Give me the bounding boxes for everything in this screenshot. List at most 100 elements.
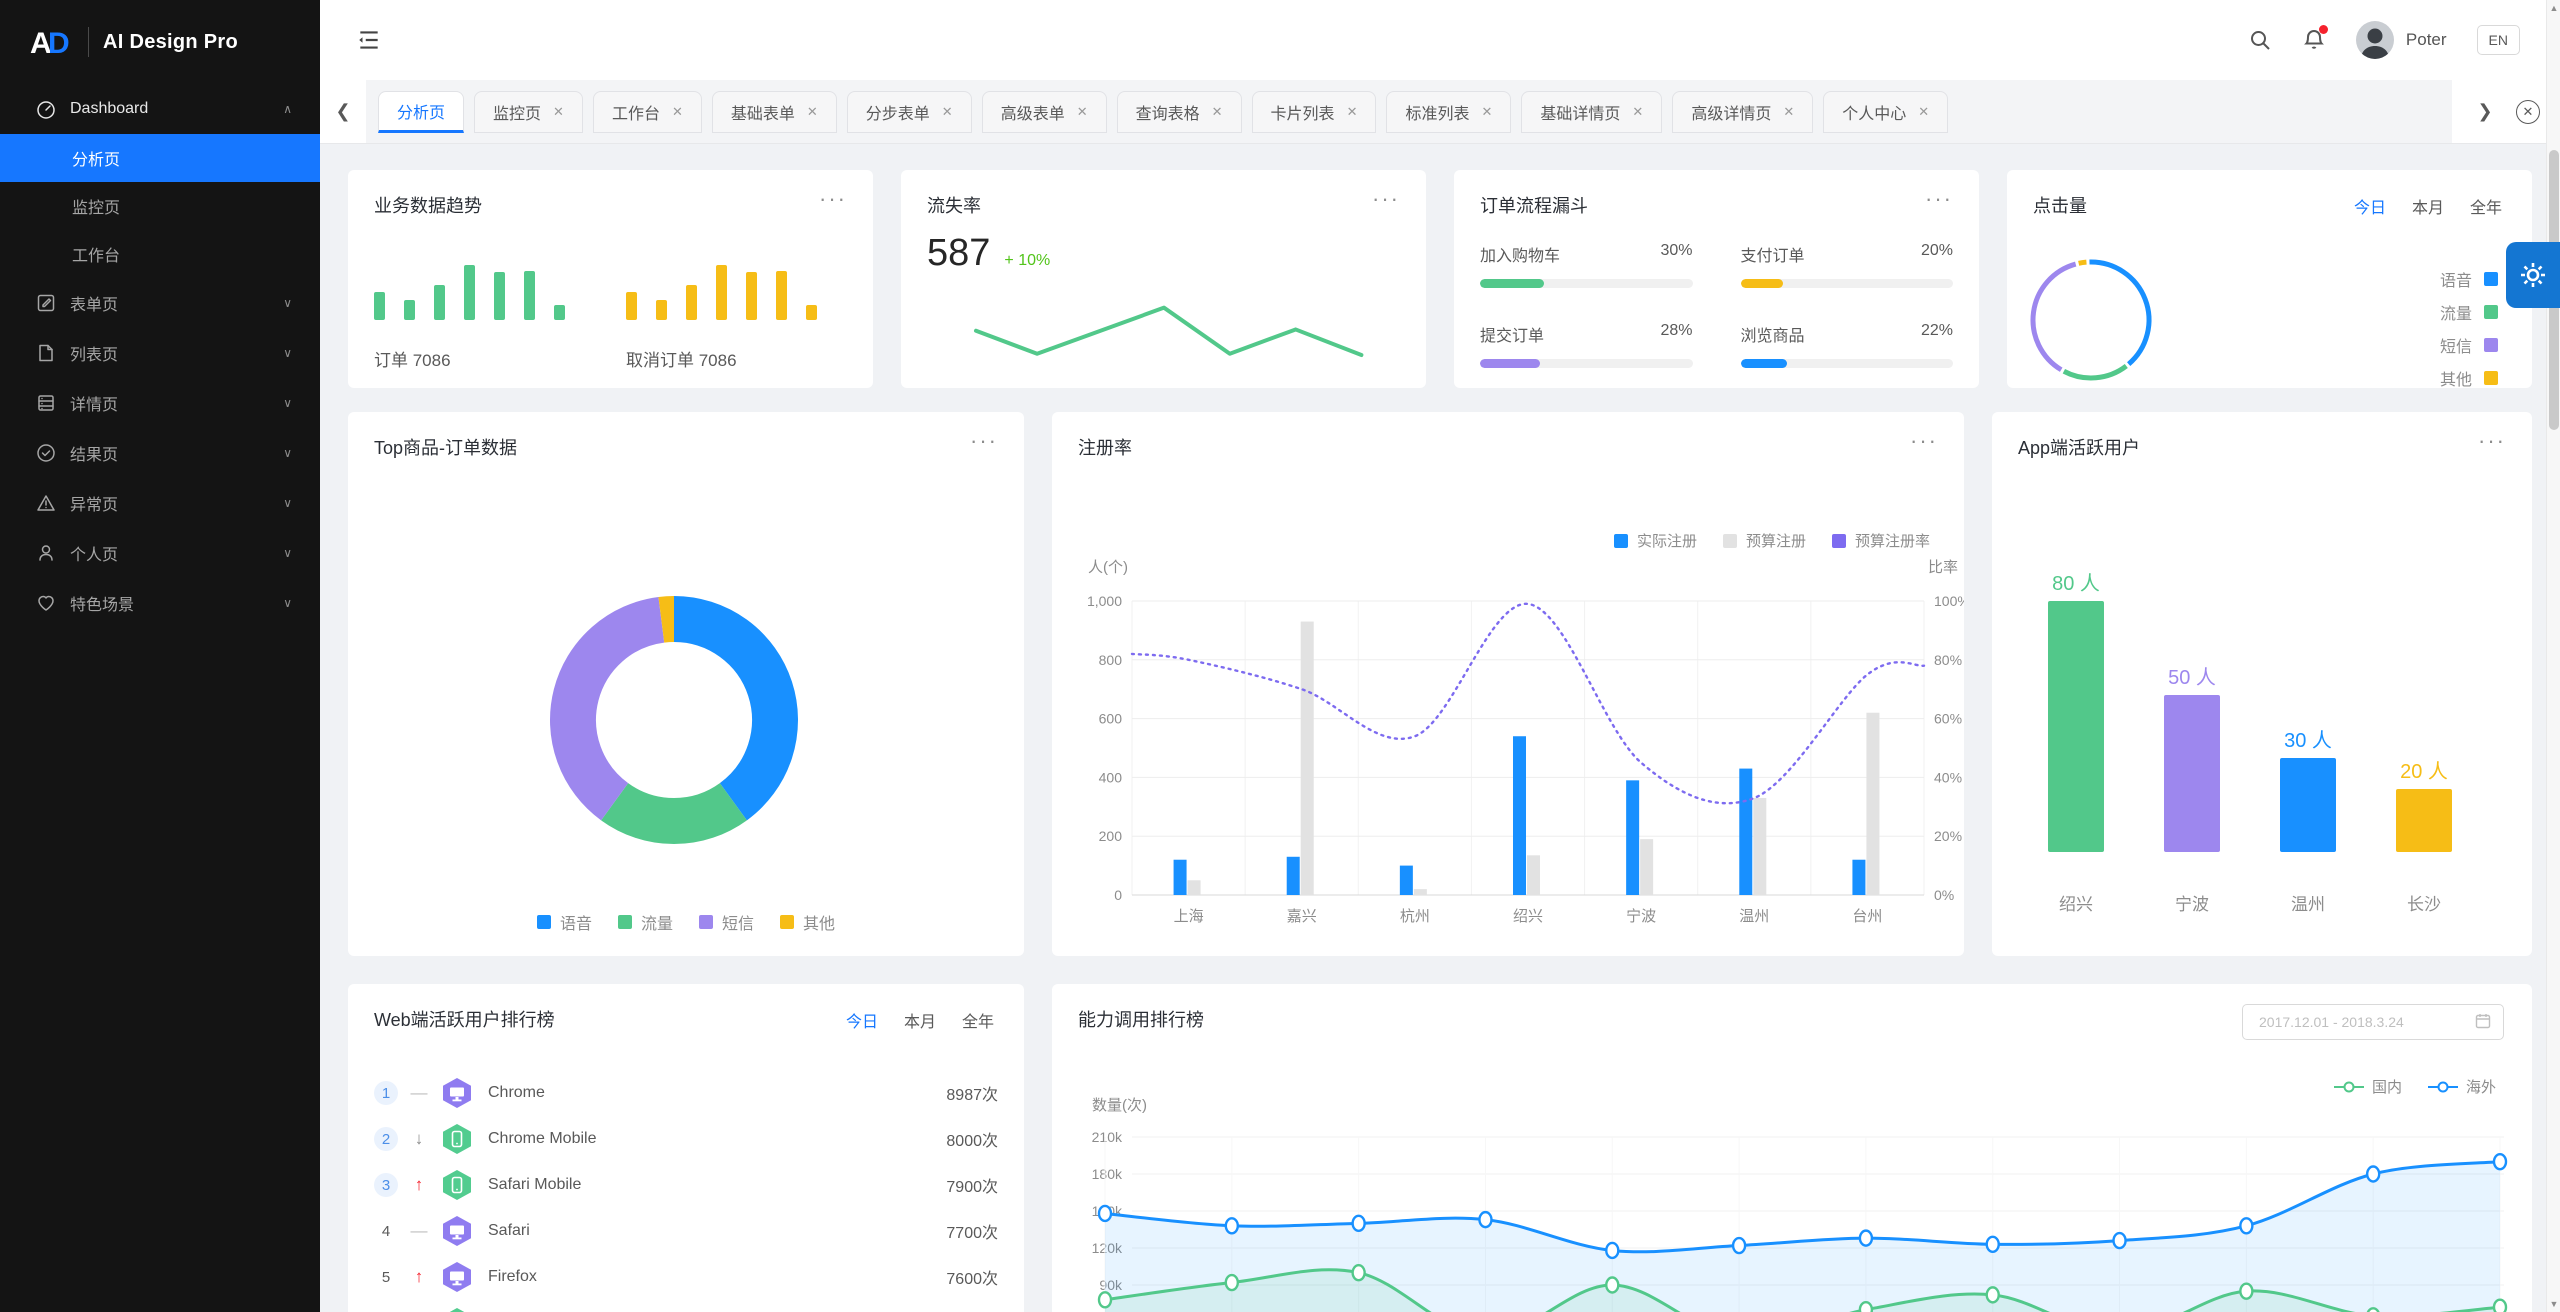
sidebar-item-7[interactable]: 特色场景 ∨ bbox=[0, 578, 320, 628]
clicks-filters: 今日 本月 全年 bbox=[2354, 194, 2502, 218]
filter-本月[interactable]: 本月 bbox=[903, 1014, 936, 1031]
tab-高级表单[interactable]: 高级表单 ✕ bbox=[981, 90, 1107, 133]
filter-全年[interactable]: 全年 bbox=[961, 1014, 994, 1031]
mobile-hexagon-icon bbox=[449, 1308, 465, 1312]
settings-gear-button[interactable] bbox=[2506, 242, 2560, 308]
legend-item-短信: 短信 bbox=[699, 910, 754, 934]
mini-bar bbox=[746, 272, 757, 320]
tab-基础表单[interactable]: 基础表单 ✕ bbox=[711, 90, 837, 133]
sidebar-item-3[interactable]: 详情页 ∨ bbox=[0, 378, 320, 428]
legend-marker bbox=[2333, 1081, 2364, 1092]
user-menu[interactable]: Poter bbox=[2355, 21, 2447, 59]
sidebar-item-2[interactable]: 列表页 ∨ bbox=[0, 328, 320, 378]
tab-监控页[interactable]: 监控页 ✕ bbox=[474, 90, 583, 133]
chevron-down-icon: ∨ bbox=[283, 546, 292, 560]
mini-bar bbox=[656, 300, 667, 320]
card-menu-icon[interactable]: ··· bbox=[1372, 186, 1400, 211]
page-scrollbar[interactable]: ▲ ▼ bbox=[2546, 0, 2560, 1312]
card-menu-icon[interactable]: ··· bbox=[819, 186, 847, 211]
svg-text:D: D bbox=[48, 27, 70, 58]
result-icon bbox=[36, 443, 56, 463]
card-title: 能力调用排行榜 bbox=[1078, 1010, 1204, 1030]
notification-bell-icon[interactable] bbox=[2302, 25, 2328, 52]
tab-分析页[interactable]: 分析页 bbox=[378, 90, 465, 133]
legend-label: 预算注册率 bbox=[1854, 533, 1930, 550]
list-icon bbox=[36, 343, 56, 363]
tab-工作台[interactable]: 工作台 ✕ bbox=[592, 90, 702, 133]
svg-text:上海: 上海 bbox=[1174, 908, 1204, 925]
tab-卡片列表[interactable]: 卡片列表 ✕ bbox=[1251, 90, 1377, 133]
funnel-item-提交订单: 提交订单 28% bbox=[1480, 322, 1693, 368]
brand[interactable]: A D AI Design Pro bbox=[0, 0, 320, 84]
browser-name: Safari bbox=[488, 1222, 530, 1239]
tab-close-icon[interactable]: ✕ bbox=[941, 103, 953, 119]
tab-close-icon[interactable]: ✕ bbox=[1346, 103, 1358, 119]
svg-text:800: 800 bbox=[1099, 652, 1123, 668]
sidebar-item-4[interactable]: 结果页 ∨ bbox=[0, 428, 320, 478]
tab-close-icon[interactable]: ✕ bbox=[1918, 103, 1930, 119]
menu-fold-icon[interactable] bbox=[320, 27, 382, 53]
legend-label: 语音 bbox=[559, 916, 592, 933]
scrollbar-down-arrow[interactable]: ▼ bbox=[2549, 1299, 2559, 1309]
card-title: App端活跃用户 bbox=[2018, 438, 2141, 458]
legend-label: 其他 bbox=[803, 916, 836, 933]
card-menu-icon[interactable]: ··· bbox=[1925, 186, 1953, 211]
sidebar-item-label: 异常页 bbox=[70, 497, 119, 514]
mobile-hexagon-icon bbox=[443, 1170, 471, 1200]
tab-close-icon[interactable]: ✕ bbox=[553, 103, 564, 119]
mini-bar bbox=[374, 292, 385, 320]
tab-标准列表[interactable]: 标准列表 ✕ bbox=[1386, 90, 1512, 133]
tab-close-icon[interactable]: ✕ bbox=[1076, 103, 1088, 119]
card-menu-icon[interactable]: ··· bbox=[1910, 428, 1938, 453]
chevron-down-icon: ∨ bbox=[283, 446, 292, 460]
date-range-input[interactable]: 2017.12.01 - 2018.3.24 bbox=[2242, 1004, 2504, 1040]
svg-text:嘉兴: 嘉兴 bbox=[1287, 908, 1317, 925]
tab-close-icon[interactable]: ✕ bbox=[671, 103, 683, 119]
svg-text:80%: 80% bbox=[1934, 652, 1962, 668]
sidebar-item-1[interactable]: 表单页 ∨ bbox=[0, 278, 320, 328]
desktop-hexagon-icon bbox=[443, 1262, 471, 1292]
tab-个人中心[interactable]: 个人中心 ✕ bbox=[1823, 90, 1949, 133]
language-button[interactable]: EN bbox=[2476, 25, 2520, 55]
tabs-scroll-left-button[interactable]: ❮ bbox=[320, 80, 366, 143]
tab-基础详情页[interactable]: 基础详情页 ✕ bbox=[1521, 90, 1663, 133]
svg-text:人(个): 人(个) bbox=[1088, 559, 1128, 576]
tab-close-icon[interactable]: ✕ bbox=[1481, 103, 1493, 119]
sidebar-subitem[interactable]: 监控页 bbox=[72, 200, 121, 217]
card-menu-icon[interactable]: ··· bbox=[2478, 428, 2506, 453]
tab-close-icon[interactable]: ✕ bbox=[1211, 103, 1223, 119]
tab-高级详情页[interactable]: 高级详情页 ✕ bbox=[1672, 90, 1814, 133]
tab-close-icon[interactable]: ✕ bbox=[1632, 103, 1644, 119]
mini-bar bbox=[716, 265, 727, 320]
tab-查询表格[interactable]: 查询表格 ✕ bbox=[1116, 90, 1242, 133]
web-rank-row-6: 6—Firefox Mobile7500次 bbox=[374, 1300, 998, 1312]
sidebar-subitem[interactable]: 分析页 bbox=[0, 134, 320, 182]
close-all-tabs-icon[interactable]: ✕ bbox=[2516, 99, 2540, 124]
filter-全年[interactable]: 全年 bbox=[2469, 200, 2502, 217]
mini-bar bbox=[554, 305, 565, 320]
sidebar-item-0[interactable]: Dashboard ∧ bbox=[0, 84, 320, 134]
legend-label: 流量 bbox=[640, 916, 673, 933]
filter-今日[interactable]: 今日 bbox=[2353, 200, 2386, 217]
search-icon[interactable] bbox=[2248, 28, 2272, 52]
sidebar-item-6[interactable]: 个人页 ∨ bbox=[0, 528, 320, 578]
legend-item-短信: 短信 bbox=[2440, 328, 2498, 361]
sidebar-item-5[interactable]: 异常页 ∨ bbox=[0, 478, 320, 528]
legend-swatch bbox=[2484, 337, 2498, 352]
tab-close-icon[interactable]: ✕ bbox=[806, 103, 818, 119]
sidebar-subitem[interactable]: 工作台 bbox=[72, 248, 121, 265]
tab-分步表单[interactable]: 分步表单 ✕ bbox=[846, 90, 972, 133]
trend-flat-icon: — bbox=[410, 1083, 428, 1102]
app-bar-value: 20 人 bbox=[2400, 761, 2448, 784]
card-title: 流失率 bbox=[927, 196, 981, 216]
tab-label: 工作台 bbox=[611, 105, 660, 123]
legend-item-流量: 流量 bbox=[2440, 295, 2498, 328]
svg-text:温州: 温州 bbox=[1739, 908, 1769, 925]
filter-本月[interactable]: 本月 bbox=[2411, 200, 2444, 217]
scrollbar-up-arrow[interactable]: ▲ bbox=[2549, 3, 2559, 13]
funnel-track bbox=[1480, 279, 1693, 288]
tabs-scroll-right-button[interactable]: ❯ bbox=[2477, 101, 2493, 121]
card-menu-icon[interactable]: ··· bbox=[970, 428, 998, 453]
tab-close-icon[interactable]: ✕ bbox=[1783, 103, 1795, 119]
filter-今日[interactable]: 今日 bbox=[845, 1014, 878, 1031]
